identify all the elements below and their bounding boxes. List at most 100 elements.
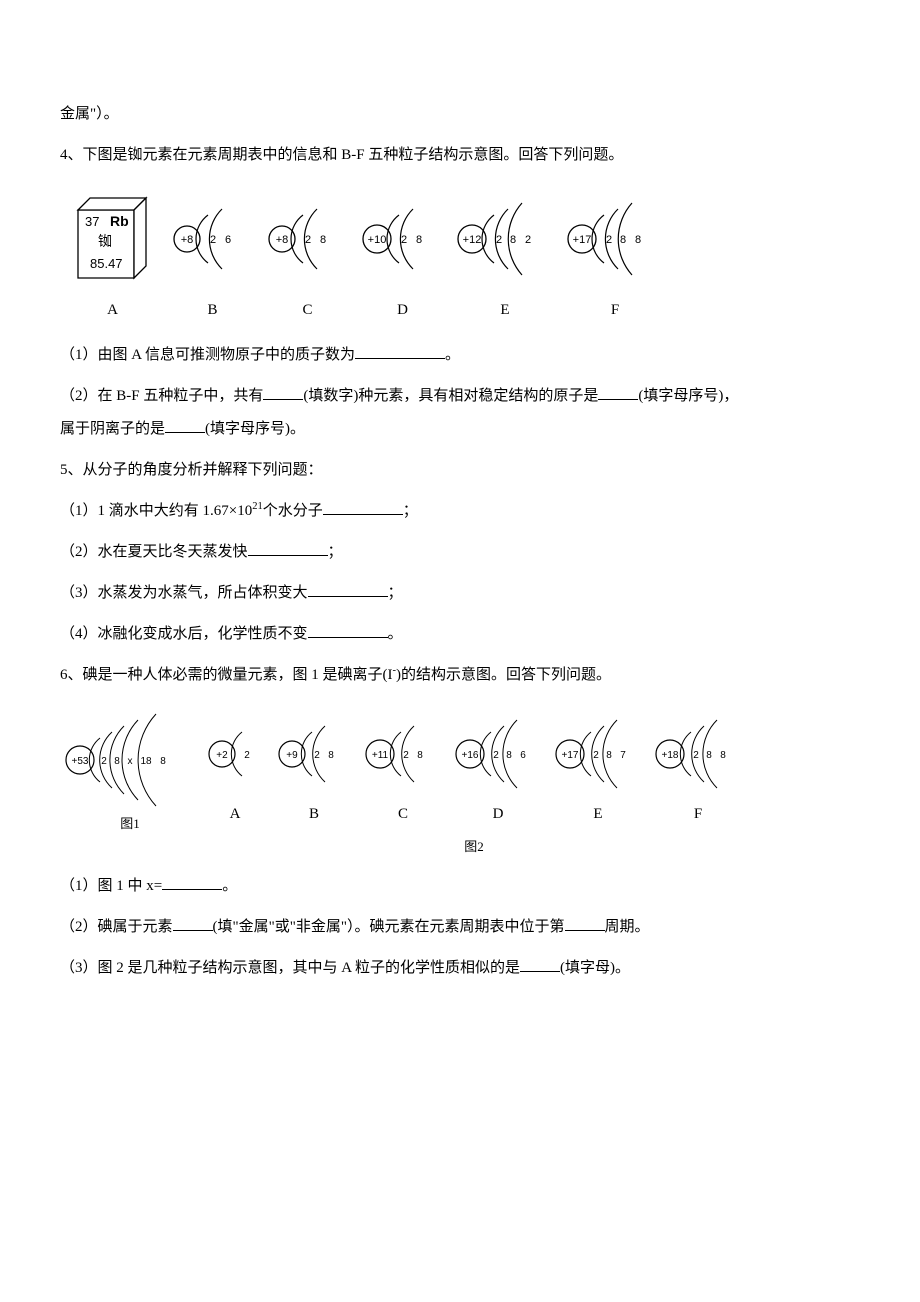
blank[interactable] bbox=[308, 622, 388, 638]
blank[interactable] bbox=[165, 417, 205, 433]
q5-2: （2）水在夏天比冬天蒸发快 ； bbox=[60, 536, 860, 569]
svg-text:+8: +8 bbox=[181, 234, 194, 246]
svg-text:8: 8 bbox=[506, 750, 512, 761]
svg-text:8: 8 bbox=[510, 234, 516, 246]
svg-text:+2: +2 bbox=[216, 750, 228, 761]
blank[interactable] bbox=[162, 874, 222, 890]
text: 。 bbox=[388, 626, 403, 642]
text: (填字母序号)， bbox=[638, 388, 738, 404]
label-f: F bbox=[560, 294, 670, 327]
text: 个水分子 bbox=[263, 503, 323, 519]
svg-text:8: 8 bbox=[320, 234, 326, 246]
text: (填"金属"或"非金属"）。碘元素在元素周期表中位于第 bbox=[213, 919, 565, 935]
svg-text:6: 6 bbox=[225, 234, 231, 246]
svg-text:2: 2 bbox=[101, 756, 107, 767]
blank[interactable] bbox=[308, 581, 388, 597]
atom-e: +12 2 8 2 bbox=[450, 193, 558, 283]
svg-text:8: 8 bbox=[635, 234, 641, 246]
q6-sub3: （3）图 2 是几种粒子结构示意图，其中与 A 粒子的化学性质相似的是(填字母)… bbox=[60, 952, 860, 985]
label-e: E bbox=[450, 294, 560, 327]
caption-fig1: 图1 bbox=[60, 810, 200, 839]
exponent: 21 bbox=[252, 501, 263, 512]
blank[interactable] bbox=[173, 915, 213, 931]
text: 周期。 bbox=[605, 919, 650, 935]
text: （1）1 滴水中大约有 1.67×10 bbox=[60, 503, 252, 519]
text: （2）水在夏天比冬天蒸发快 bbox=[60, 544, 248, 560]
svg-text:+10: +10 bbox=[368, 234, 387, 246]
svg-text:8: 8 bbox=[417, 750, 423, 761]
svg-text:2: 2 bbox=[210, 234, 216, 246]
blank[interactable] bbox=[520, 956, 560, 972]
label-f2: F bbox=[648, 798, 748, 831]
blank[interactable] bbox=[598, 384, 638, 400]
blank[interactable] bbox=[355, 343, 445, 359]
q5-intro: 5、从分子的角度分析并解释下列问题： bbox=[60, 454, 860, 487]
q6-sub1: （1）图 1 中 x=。 bbox=[60, 870, 860, 903]
text: )的结构示意图。回答下列问题。 bbox=[396, 667, 611, 683]
blank[interactable] bbox=[323, 499, 403, 515]
svg-text:85.47: 85.47 bbox=[90, 256, 123, 271]
label-d2: D bbox=[448, 798, 548, 831]
svg-text:2: 2 bbox=[606, 234, 612, 246]
text: (填数字)种元素，具有相对稳定结构的原子是 bbox=[303, 388, 598, 404]
svg-text:+17: +17 bbox=[562, 750, 579, 761]
atom-d2: +16 2 8 6 bbox=[448, 708, 548, 798]
q4-figure: 37 Rb 铷 85.47 +8 2 6 +8 2 8 +10 bbox=[60, 188, 860, 288]
text: （1）由图 A 信息可推测物原子中的质子数为 bbox=[60, 347, 355, 363]
label-c: C bbox=[260, 294, 355, 327]
svg-text:2: 2 bbox=[525, 234, 531, 246]
q5-3: （3）水蒸发为水蒸气，所占体积变大； bbox=[60, 577, 860, 610]
label-a: A bbox=[60, 294, 165, 327]
svg-text:+12: +12 bbox=[463, 234, 482, 246]
text: ； bbox=[328, 544, 343, 560]
blank[interactable] bbox=[248, 540, 328, 556]
svg-text:+53: +53 bbox=[72, 756, 89, 767]
blank[interactable] bbox=[263, 384, 303, 400]
q5-1: （1）1 滴水中大约有 1.67×1021个水分子 ； bbox=[60, 495, 860, 528]
q6-intro: 6、碘是一种人体必需的微量元素，图 1 是碘离子(I-)的结构示意图。回答下列问… bbox=[60, 659, 860, 692]
svg-text:Rb: Rb bbox=[110, 213, 129, 229]
svg-text:2: 2 bbox=[493, 750, 499, 761]
svg-text:8: 8 bbox=[328, 750, 334, 761]
label-e2: E bbox=[548, 798, 648, 831]
svg-text:7: 7 bbox=[620, 750, 626, 761]
caption-fig2: 图2 bbox=[200, 833, 748, 862]
atom-c: +8 2 8 bbox=[260, 193, 350, 283]
svg-text:6: 6 bbox=[520, 750, 526, 761]
svg-text:+9: +9 bbox=[286, 750, 298, 761]
svg-text:2: 2 bbox=[314, 750, 320, 761]
svg-text:+16: +16 bbox=[462, 750, 479, 761]
atom-a2: +2 2 bbox=[200, 708, 268, 798]
svg-text:x: x bbox=[128, 756, 133, 767]
text: 。 bbox=[222, 878, 237, 894]
text: 。 bbox=[445, 347, 460, 363]
atom-f: +17 2 8 8 bbox=[560, 193, 668, 283]
text: （2）碘属于元素 bbox=[60, 919, 173, 935]
svg-text:+18: +18 bbox=[662, 750, 679, 761]
blank[interactable] bbox=[565, 915, 605, 931]
atom-b2: +9 2 8 bbox=[270, 708, 356, 798]
label-d: D bbox=[355, 294, 450, 327]
text: 6、碘是一种人体必需的微量元素，图 1 是碘离子(I bbox=[60, 667, 393, 683]
text: (填字母)。 bbox=[560, 960, 630, 976]
q4-sub1: （1）由图 A 信息可推测物原子中的质子数为 。 bbox=[60, 339, 860, 372]
svg-text:8: 8 bbox=[706, 750, 712, 761]
text: ； bbox=[403, 503, 418, 519]
svg-text:铷: 铷 bbox=[98, 233, 112, 249]
atom-c2: +11 2 8 bbox=[358, 708, 446, 798]
svg-text:2: 2 bbox=[305, 234, 311, 246]
leading-fragment: 金属"）。 bbox=[60, 98, 860, 131]
q4-sub2: （2）在 B-F 五种粒子中，共有(填数字)种元素，具有相对稳定结构的原子是(填… bbox=[60, 380, 860, 446]
atom-f2: +18 2 8 8 bbox=[648, 708, 748, 798]
svg-text:2: 2 bbox=[593, 750, 599, 761]
svg-text:2: 2 bbox=[496, 234, 502, 246]
text: （3）水蒸发为水蒸气，所占体积变大 bbox=[60, 585, 308, 601]
svg-text:8: 8 bbox=[416, 234, 422, 246]
label-b: B bbox=[165, 294, 260, 327]
label-c2: C bbox=[358, 798, 448, 831]
q5-4: （4）冰融化变成水后，化学性质不变。 bbox=[60, 618, 860, 651]
label-b2: B bbox=[270, 798, 358, 831]
svg-text:8: 8 bbox=[720, 750, 726, 761]
svg-text:2: 2 bbox=[693, 750, 699, 761]
text: (填字母序号)。 bbox=[205, 421, 305, 437]
